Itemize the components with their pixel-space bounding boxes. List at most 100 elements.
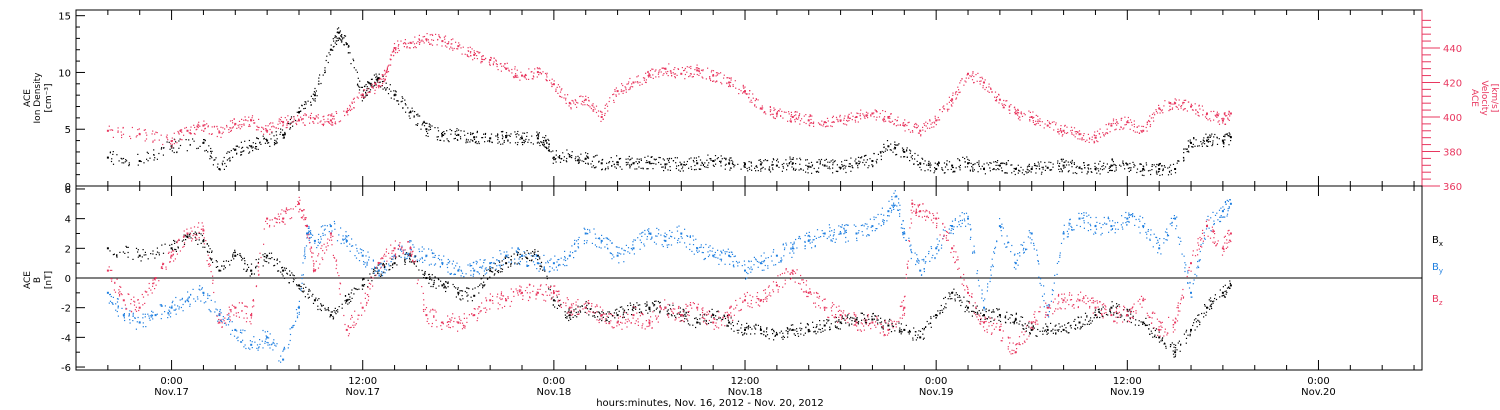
bx-sample <box>779 332 781 334</box>
bx-sample <box>116 254 118 256</box>
bx-sample <box>209 248 211 250</box>
density-sample <box>1141 174 1143 176</box>
density-sample <box>715 163 717 165</box>
density-sample <box>1006 172 1008 174</box>
bx-sample <box>349 298 351 301</box>
density-point <box>887 145 890 148</box>
bx-sample <box>270 252 273 254</box>
by-sample <box>111 302 113 304</box>
velocity-point <box>313 117 316 120</box>
density-sample <box>209 158 211 160</box>
bx-sample <box>174 240 176 242</box>
by-sample <box>234 329 237 331</box>
velocity-sample <box>452 49 454 51</box>
density-sample <box>162 154 164 156</box>
velocity-sample <box>224 128 226 130</box>
by-sample <box>147 313 149 315</box>
velocity-sample <box>652 68 654 70</box>
density-sample <box>1157 164 1159 166</box>
bx-point <box>505 262 508 265</box>
bx-sample <box>353 293 355 295</box>
density-sample <box>906 147 908 149</box>
velocity-sample <box>794 121 796 123</box>
density-sample <box>328 52 330 54</box>
density-sample <box>661 166 663 168</box>
velocity-point <box>186 129 189 132</box>
velocity-sample <box>752 93 754 95</box>
density-point <box>425 128 428 131</box>
bx-sample <box>457 287 459 289</box>
by-sample <box>217 320 219 322</box>
density-sample <box>366 88 368 90</box>
bx-sample <box>1174 349 1176 351</box>
bx-sample <box>1179 350 1181 352</box>
density-sample <box>890 143 892 145</box>
bx-sample <box>592 315 594 317</box>
velocity-sample <box>263 128 265 130</box>
density-sample <box>501 138 504 140</box>
density-sample <box>725 157 727 159</box>
density-sample <box>417 113 419 115</box>
density-sample <box>962 156 964 158</box>
bx-sample <box>1221 295 1223 297</box>
bx-sample <box>1135 319 1137 321</box>
density-sample <box>219 169 221 171</box>
velocity-sample <box>896 119 898 121</box>
bx-sample <box>1226 291 1228 294</box>
bx-sample <box>1208 299 1210 301</box>
bx-sample <box>765 335 767 337</box>
density-sample <box>110 160 113 163</box>
velocity-sample <box>948 101 950 103</box>
velocity-sample <box>684 69 686 71</box>
bx-sample <box>991 311 993 313</box>
velocity-sample <box>479 51 481 53</box>
velocity-sample <box>1098 133 1101 135</box>
bx-sample <box>524 252 526 254</box>
velocity-sample <box>732 85 734 87</box>
bx-sample <box>1082 323 1084 325</box>
density-sample <box>1071 166 1073 168</box>
bx-sample <box>501 260 503 262</box>
velocity-sample <box>958 91 960 94</box>
bx-sample <box>679 307 681 309</box>
density-sample <box>275 140 277 142</box>
velocity-sample <box>327 118 329 120</box>
bx-sample <box>1224 290 1226 293</box>
velocity-sample <box>1020 111 1022 113</box>
density-sample <box>465 138 468 140</box>
bx-sample <box>432 286 434 288</box>
bx-sample <box>1102 315 1104 317</box>
density-sample <box>1213 136 1215 138</box>
velocity-sample <box>193 124 195 126</box>
density-sample <box>903 148 905 151</box>
density-sample <box>230 150 232 152</box>
bx-sample <box>1075 324 1077 326</box>
density-sample <box>352 58 354 60</box>
velocity-point <box>584 98 587 101</box>
velocity-sample <box>309 114 312 117</box>
density-sample <box>1193 137 1195 139</box>
density-sample <box>782 167 785 169</box>
density-point <box>1158 168 1161 170</box>
velocity-sample <box>609 97 611 99</box>
bx-sample <box>243 257 245 259</box>
density-sample <box>791 158 793 160</box>
bx-sample <box>321 305 323 307</box>
bx-sample <box>1151 332 1153 334</box>
density-sample <box>264 142 266 144</box>
bx-sample <box>709 311 711 313</box>
density-sample <box>221 164 224 166</box>
bx-sample <box>241 259 243 261</box>
velocity-sample <box>674 67 676 69</box>
bx-sample <box>329 316 331 318</box>
velocity-sample <box>304 113 306 115</box>
density-sample <box>966 166 969 168</box>
velocity-sample <box>1070 126 1073 128</box>
bx-sample <box>317 305 319 307</box>
by-sample <box>203 292 205 294</box>
bx-sample <box>459 298 461 300</box>
density-sample <box>414 111 416 113</box>
velocity-sample <box>1159 112 1161 114</box>
density-sample <box>1109 166 1111 168</box>
density-sample <box>252 146 254 148</box>
